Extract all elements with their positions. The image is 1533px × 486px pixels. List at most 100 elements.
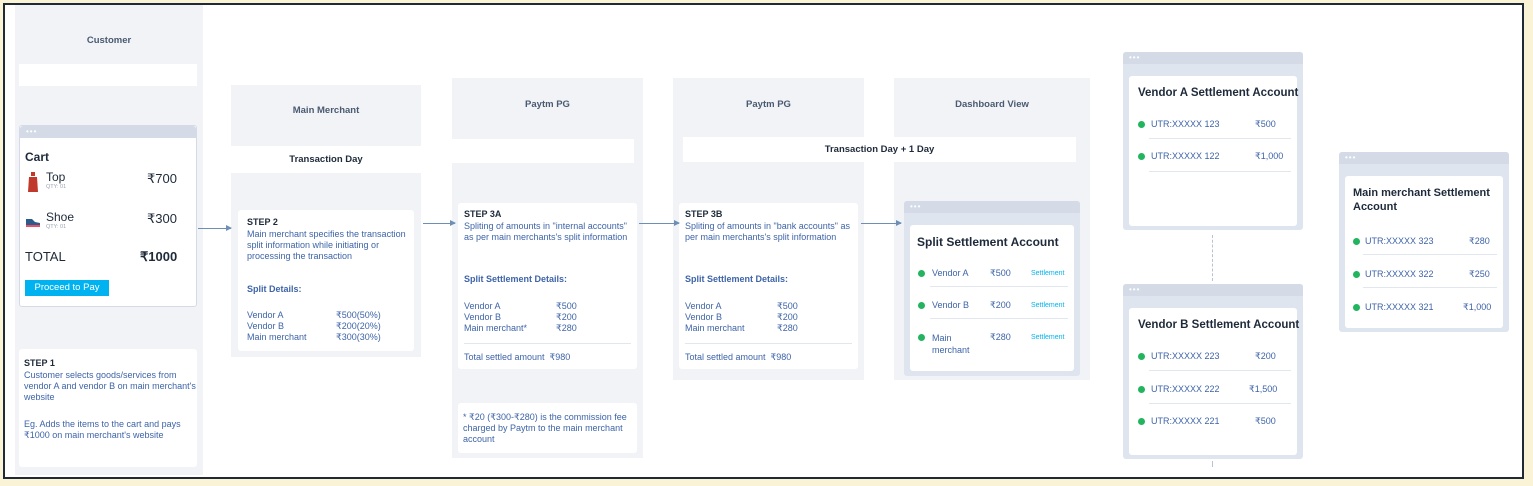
status-dot-icon — [1353, 238, 1360, 245]
step3b-row-main-label: Main merchant — [685, 323, 745, 333]
cart-title: Cart — [25, 150, 50, 164]
vendor-b-row1-utr: UTR:XXXXX 223 — [1151, 351, 1220, 361]
cart-item-shoe-qty: QTY: 01 — [46, 224, 67, 230]
flow-arrow-step3b-to-dashboard — [861, 220, 902, 226]
row-divider — [1363, 254, 1497, 255]
step3a-row-main-value: ₹280 — [556, 323, 577, 333]
row-divider — [1149, 138, 1291, 139]
window-titlebar: ••• — [904, 201, 1080, 213]
step3a-total: Total settled amount ₹980 — [464, 352, 571, 362]
step1-title: STEP 1 — [24, 358, 55, 368]
status-dot-icon — [1138, 353, 1145, 360]
settlement-link-main[interactable]: Settlement — [1031, 334, 1065, 341]
step2-row-main-label: Main merchant — [247, 332, 307, 342]
proceed-to-pay-button[interactable]: Proceed to Pay — [25, 280, 109, 296]
step3a-row-vendor-b-value: ₹200 — [556, 312, 577, 322]
main-row3-utr: UTR:XXXXX 321 — [1365, 302, 1434, 312]
diagram-frame: Customer ••• Cart Top QTY: 01 ₹700 Shoe … — [3, 3, 1524, 479]
window-dots-icon: ••• — [910, 202, 922, 211]
settlement-link-vendor-b[interactable]: Settlement — [1031, 302, 1065, 309]
step2-card: STEP 2 Main merchant specifies the trans… — [238, 210, 414, 351]
status-dot-icon — [1138, 418, 1145, 425]
transaction-day-band: Transaction Day — [231, 146, 421, 173]
vendor-b-row3-utr: UTR:XXXXX 221 — [1151, 416, 1220, 426]
step1-example: Eg. Adds the items to the cart and pays … — [24, 419, 181, 440]
step3b-row-vendor-b-value: ₹200 — [777, 312, 798, 322]
commission-note: * ₹20 (₹300-₹280) is the commission fee … — [463, 412, 627, 444]
step3a-card: STEP 3A Spliting of amounts in "internal… — [458, 203, 637, 369]
window-titlebar: ••• — [1339, 152, 1509, 164]
main-row3-value: ₹1,000 — [1463, 302, 1492, 312]
step2-row-vendor-a-label: Vendor A — [247, 310, 284, 320]
cart-item-top-qty: QTY: 01 — [46, 184, 67, 190]
flow-arrow-step1-to-step2 — [198, 225, 232, 231]
vendor-b-row2-utr: UTR:XXXXX 222 — [1151, 384, 1220, 394]
main-row1-value: ₹280 — [1469, 236, 1490, 246]
vendor-a-title: Vendor A Settlement Account — [1138, 87, 1299, 99]
window-dots-icon: ••• — [1129, 285, 1141, 294]
vendor-a-row2-utr: UTR:XXXXX 122 — [1151, 151, 1220, 161]
cart-item-shoe-price: ₹300 — [147, 211, 177, 226]
top-product-icon — [28, 172, 38, 192]
paytm-pg-a-lane: Paytm PG STEP 3A Spliting of amounts in … — [452, 78, 643, 458]
cart-item-top-name: Top — [46, 170, 66, 184]
paytm-pg-a-band — [452, 139, 634, 163]
row-divider — [1149, 403, 1291, 404]
customer-lane: Customer ••• Cart Top QTY: 01 ₹700 Shoe … — [15, 5, 203, 475]
main-merchant-lane: Main Merchant Transaction Day STEP 2 Mai… — [231, 85, 421, 357]
vendor-a-row1-value: ₹500 — [1255, 119, 1276, 129]
row-divider — [1149, 370, 1291, 371]
paytm-pg-b-lane: Paytm PG STEP 3B Spliting of amounts in … — [673, 78, 864, 380]
vendor-connector-tail — [1212, 461, 1213, 467]
dashboard-row-main-value: ₹280 — [990, 332, 1011, 342]
step1-text: Customer selects goods/services from ven… — [24, 370, 196, 402]
status-dot-icon — [1353, 304, 1360, 311]
step2-title: STEP 2 — [247, 217, 278, 227]
customer-title: Customer — [86, 35, 132, 46]
step3b-total: Total settled amount ₹980 — [685, 352, 792, 362]
settlement-link-vendor-a[interactable]: Settlement — [1031, 270, 1065, 277]
main-settlement-title: Main merchant Settlement Account — [1353, 187, 1490, 213]
row-divider — [1149, 171, 1291, 172]
main-row2-value: ₹250 — [1469, 269, 1490, 279]
step3b-row-main-value: ₹280 — [777, 323, 798, 333]
step3a-row-vendor-a-value: ₹500 — [556, 301, 577, 311]
window-titlebar: ••• — [20, 126, 196, 138]
dashboard-row-vendor-a-value: ₹500 — [990, 268, 1011, 278]
step3b-row-vendor-a-value: ₹500 — [777, 301, 798, 311]
vendor-b-card: Vendor B Settlement Account UTR:XXXXX 22… — [1129, 308, 1300, 455]
cart-total-label: TOTAL — [25, 249, 66, 264]
window-titlebar: ••• — [1123, 284, 1303, 296]
status-dot-icon — [918, 270, 925, 277]
main-settlement-window: ••• Main merchant Settlement Account UTR… — [1339, 152, 1509, 332]
split-settlement-window: ••• Split Settlement Account Vendor A ₹5… — [904, 201, 1080, 376]
step2-text: Main merchant specifies the transaction … — [247, 229, 406, 261]
split-details-title: Split Details: — [247, 284, 302, 294]
shoe-product-icon — [26, 219, 40, 227]
dashboard-row-vendor-b-label: Vendor B — [932, 300, 970, 310]
vendor-b-title: Vendor B Settlement Account — [1138, 319, 1300, 331]
row-divider — [930, 318, 1068, 319]
cart-item-top-price: ₹700 — [147, 171, 177, 186]
dashboard-title: Dashboard View — [955, 99, 1029, 110]
main-row2-utr: UTR:XXXXX 322 — [1365, 269, 1434, 279]
step3a-divider — [464, 343, 631, 344]
commission-note-card: * ₹20 (₹300-₹280) is the commission fee … — [458, 403, 637, 453]
flow-arrow-step2-to-step3a — [423, 220, 456, 226]
window-dots-icon: ••• — [26, 127, 38, 136]
window-titlebar: ••• — [1123, 52, 1303, 64]
step2-row-main-value: ₹300(30%) — [336, 332, 381, 342]
customer-band — [19, 64, 197, 86]
cart-item-shoe-name: Shoe — [46, 210, 75, 224]
vendor-b-row3-value: ₹500 — [1255, 416, 1276, 426]
flow-arrow-step3a-to-step3b — [639, 220, 680, 226]
step2-row-vendor-b-label: Vendor B — [247, 321, 285, 331]
step3a-row-main-label: Main merchant* — [464, 323, 528, 333]
main-settlement-card: Main merchant Settlement Account UTR:XXX… — [1345, 176, 1503, 328]
cart-window: ••• Cart Top QTY: 01 ₹700 Shoe QTY: 01 ₹… — [19, 125, 197, 307]
status-dot-icon — [918, 302, 925, 309]
vendor-b-row2-value: ₹1,500 — [1249, 384, 1278, 394]
row-divider — [1363, 287, 1497, 288]
step3b-text: Spliting of amounts in "bank accounts" a… — [685, 221, 850, 242]
window-dots-icon: ••• — [1129, 53, 1141, 62]
